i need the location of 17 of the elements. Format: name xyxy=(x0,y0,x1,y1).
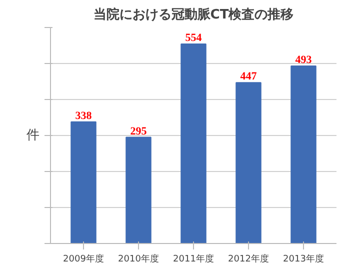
data-label: 493 xyxy=(295,54,312,66)
bar xyxy=(236,82,262,244)
data-label: 447 xyxy=(240,70,258,83)
bar xyxy=(180,44,206,244)
y-axis-title: 件 xyxy=(26,128,40,143)
x-tick-label: 2012年度 xyxy=(228,254,269,264)
bar xyxy=(290,66,316,244)
x-tick-label: 2011年度 xyxy=(173,254,214,264)
data-label: 554 xyxy=(185,32,202,44)
bar xyxy=(70,121,96,244)
chart-title: 当院における冠動脈CT検査の推移 xyxy=(93,6,294,22)
x-tick-label: 2010年度 xyxy=(118,254,159,264)
data-label: 295 xyxy=(130,125,148,138)
x-tick-label: 2009年度 xyxy=(63,254,104,264)
x-tick-label: 2013年度 xyxy=(283,254,324,264)
bar xyxy=(126,136,152,244)
data-label: 338 xyxy=(75,110,92,122)
